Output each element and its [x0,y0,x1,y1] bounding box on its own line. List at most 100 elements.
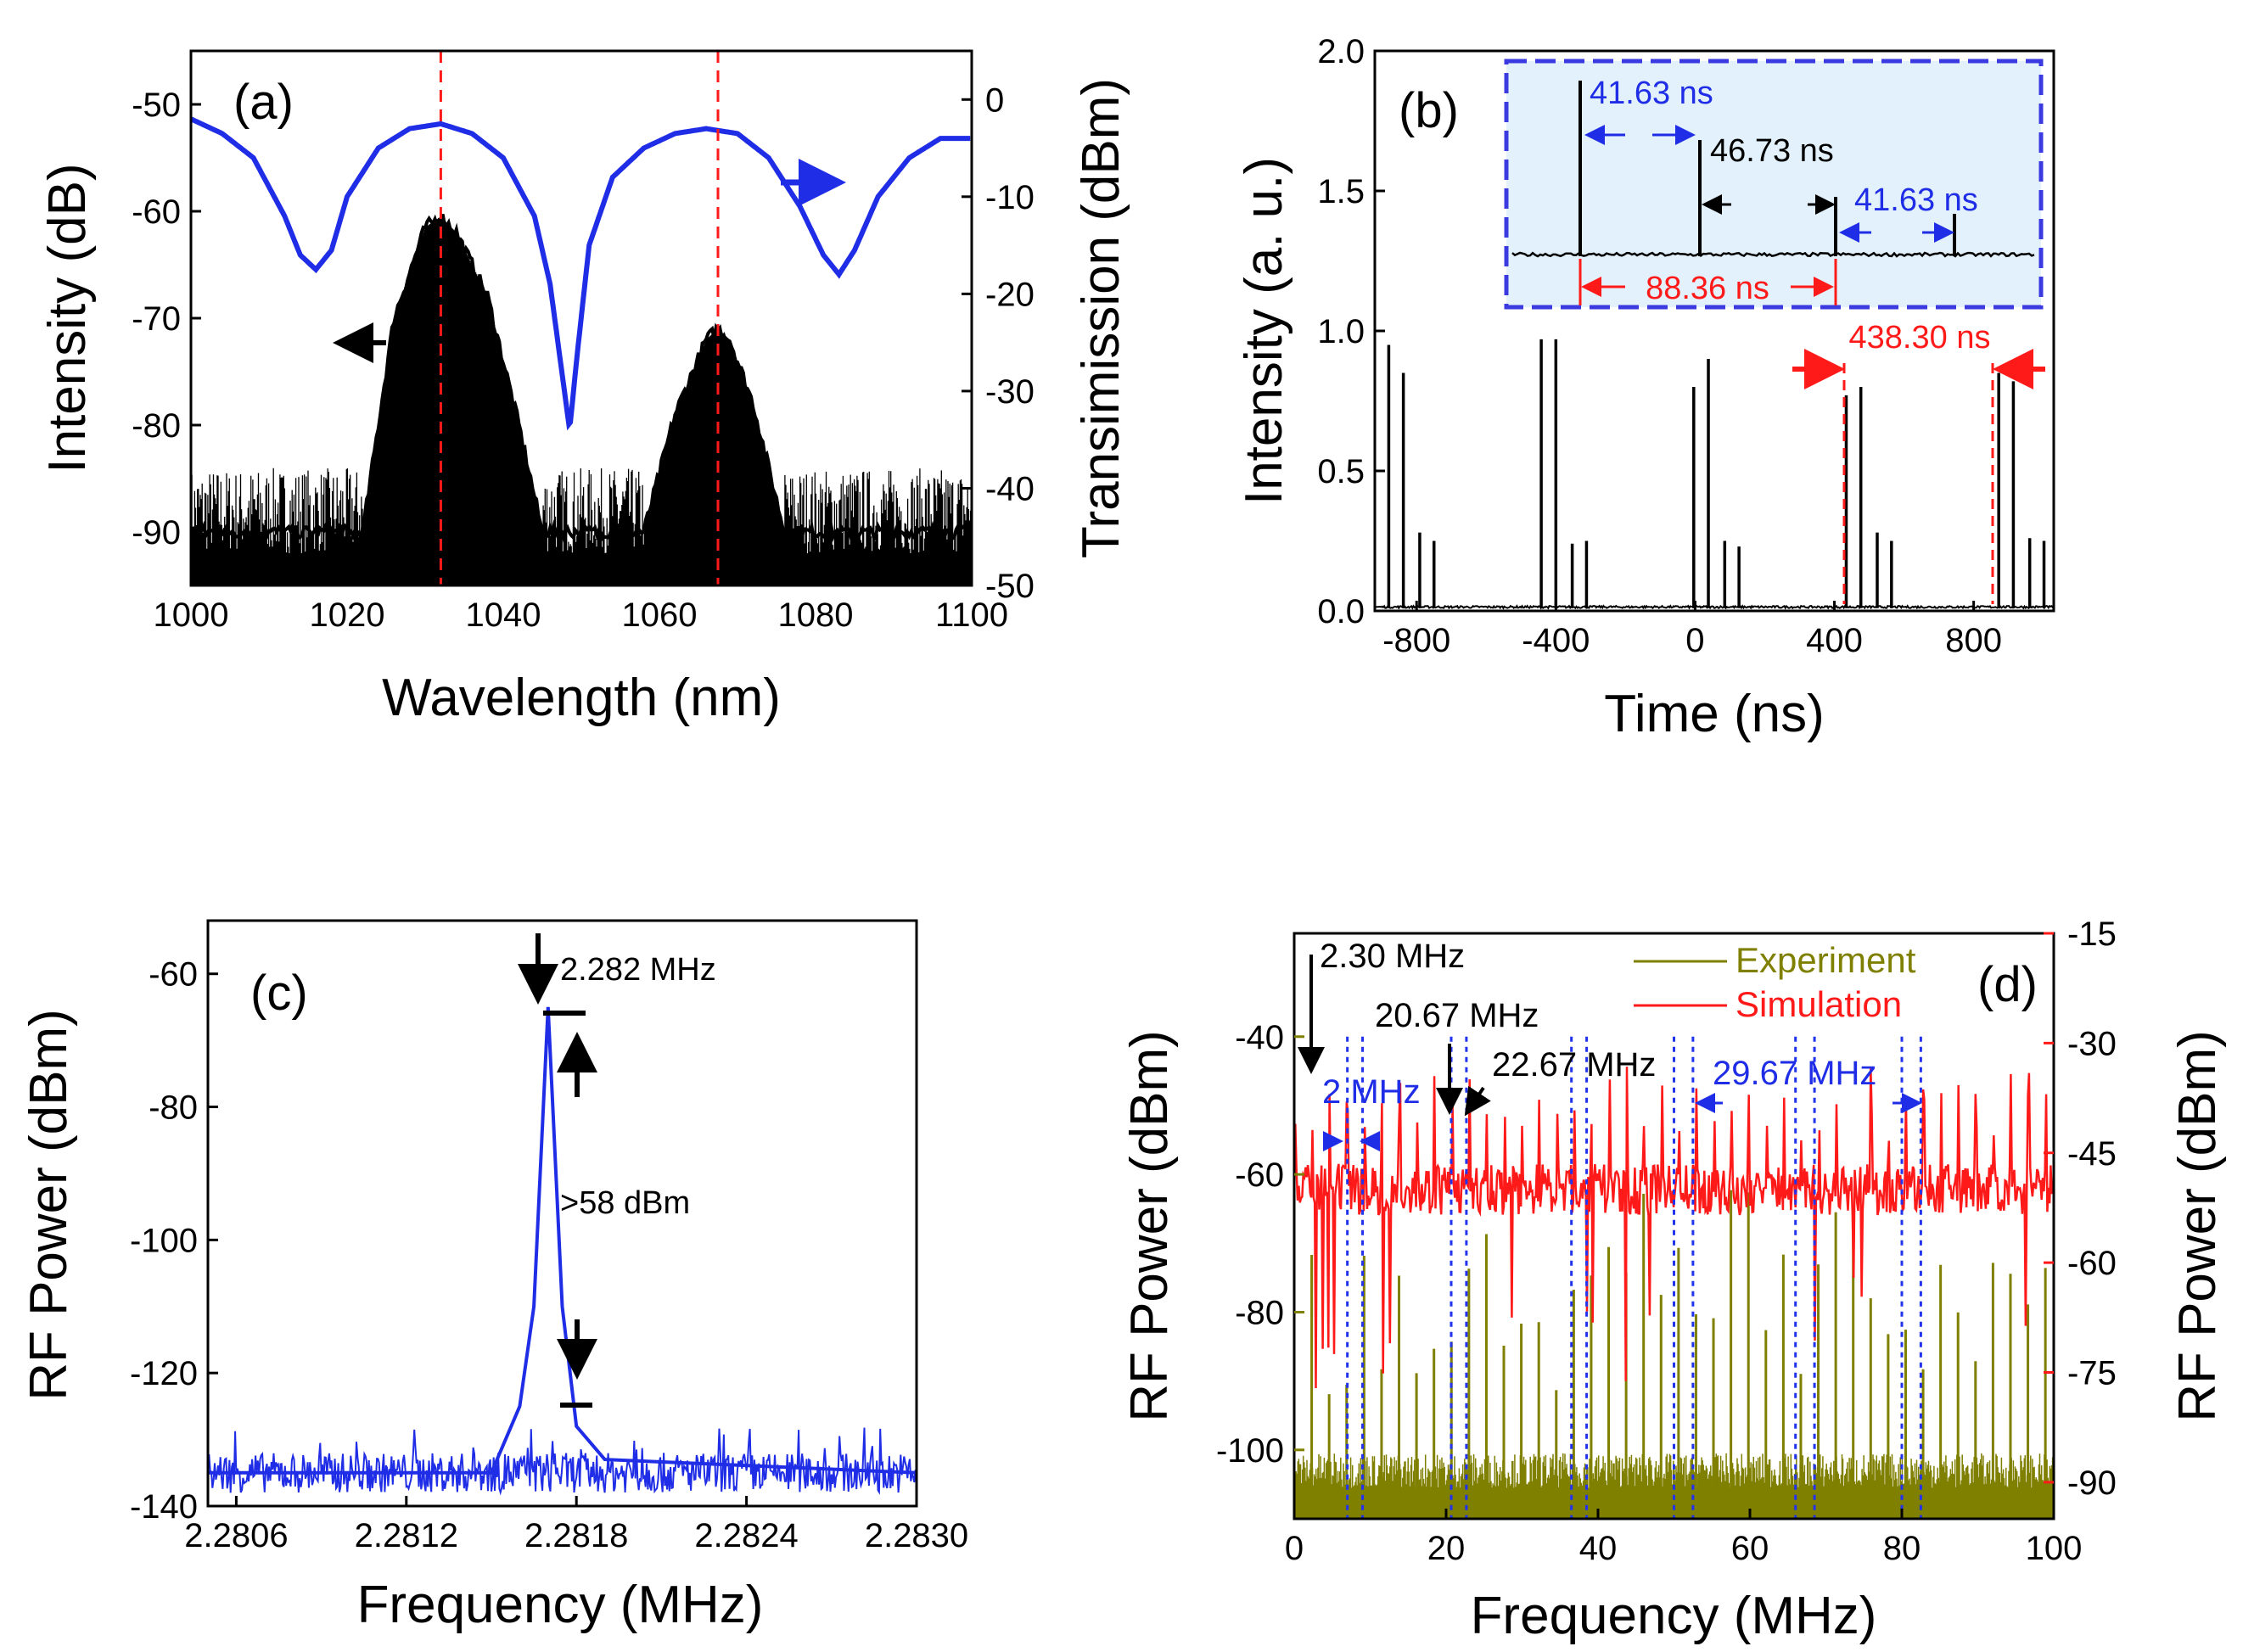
b-panel-tag: (b) [1399,83,1459,138]
b-y-ticks: 0.0 0.5 1.0 1.5 2.0 [1317,33,1385,630]
d-arrow-peak-2 [1464,1085,1491,1117]
a-y2-label-0: 0 [985,81,1004,119]
b-y-label: Intensity (a. u.) [1235,157,1293,505]
panel-b: 41.63 ns 46.73 ns 41.63 ns 88.36 ns 438.… [1235,33,2055,743]
b-x-label-0: -800 [1382,622,1450,659]
d-y2-label: RF Power (dBm) [2168,1030,2227,1422]
d-label-peak-2: 22.67 MHz [1492,1046,1656,1084]
a-transmission-line [191,116,971,431]
d-x-label-3: 60 [1731,1530,1769,1567]
b-x-label-2: 0 [1685,622,1704,659]
a-y-label-2: -70 [132,300,181,338]
d-y-label-2: -80 [1235,1294,1284,1331]
a-x-label-4: 1080 [778,596,854,634]
b-inset-box [1504,59,2044,310]
a-y-label-4: -90 [132,514,181,552]
c-x-label-3: 2.2824 [694,1517,798,1554]
d-label-fundamental: 2.30 MHz [1320,938,1465,975]
c-y-label-2: -100 [130,1222,198,1259]
b-inset-baseline [1511,251,2035,258]
c-plot-frame [206,919,918,1508]
a-noise-bars [191,216,972,585]
c-y-label: RF Power (dBm) [20,1009,78,1401]
a-x-label-3: 1060 [622,596,698,634]
a-x-label: Wavelength (nm) [382,669,781,727]
d-y2-label-2: -45 [2067,1135,2117,1173]
panel-d: 0 20 40 60 80 100 -40-60-80-100 -15-30-45-60-… [1120,916,2227,1645]
a-y-label-1: -60 [132,193,181,231]
d-dotted-markers [1346,1036,1922,1519]
a-x-label-1: 1020 [310,596,385,634]
d-y2-label-0: -15 [2067,916,2117,953]
b-x-label-4: 800 [1945,622,2002,659]
a-y-label: Intensity (dB) [38,163,97,473]
b-y-label-3: 1.5 [1317,173,1365,210]
b-y-label-1: 0.5 [1317,453,1365,490]
a-y-ticks: -50 -60 -70 -80 -90 [132,87,201,552]
a-y-label-3: -80 [132,407,181,445]
b-inset-label-4: 88.36 ns [1646,271,1769,306]
d-x-label-4: 80 [1883,1530,1921,1567]
a-x-label-5: 1100 [935,596,1008,634]
b-y-label-2: 1.0 [1317,313,1365,350]
b-x-label-3: 400 [1806,622,1863,659]
d-legend-simulation: Simulation [1736,984,1902,1024]
d-y2-label-1: -30 [2067,1025,2117,1062]
d-label-period: 29.67 MHz [1713,1055,1876,1092]
c-y-label-0: -60 [149,956,198,994]
d-y-label-3: -100 [1216,1432,1284,1470]
d-y-label: RF Power (dBm) [1120,1030,1179,1422]
a-spectrum-noise [191,216,972,585]
a-y2-ticks: 0 -10 -20 -30 -40 -50 [962,81,1035,605]
c-x-ticks: 2.2806 2.2812 2.2818 2.2824 2.2830 [184,1496,968,1554]
a-y-label-0: -50 [132,87,181,124]
c-y-label-4: -140 [130,1488,198,1526]
c-y-label-1: -80 [149,1089,198,1127]
d-x-label-0: 0 [1285,1530,1304,1567]
d-plot-frame [1293,932,2055,1520]
c-panel-tag: (c) [250,966,308,1021]
a-panel-tag: (a) [233,75,294,130]
c-x-label: Frequency (MHz) [357,1576,764,1634]
c-y-ticks: -60 -80 -100 -120 -140 [130,956,218,1526]
d-y2-label-4: -75 [2067,1355,2117,1392]
a-x-label-0: 1000 [154,596,229,634]
d-label-peak-1: 20.67 MHz [1375,997,1539,1034]
b-x-label-1: -400 [1522,622,1590,659]
a-y2-label-5: -50 [985,568,1035,605]
d-y2-ticks: -15 -30 -45 -60 -75 -90 [2044,916,2117,1502]
b-y-label-0: 0.0 [1317,593,1365,630]
d-x-label-2: 40 [1579,1530,1618,1567]
a-y2-label: Transimission (dBm) [1072,78,1130,558]
b-inset-label-1: 41.63 ns [1590,76,1713,111]
d-y2-label-3: -60 [2067,1245,2117,1282]
d-x-ticks: 0 20 40 60 80 100 [1285,1509,2083,1567]
b-inset: 41.63 ns 46.73 ns 41.63 ns 88.36 ns [1504,59,2044,310]
a-spectrum-line [191,214,972,545]
d-experiment-trace [1294,1190,2054,1519]
a-x-label-2: 1040 [466,596,541,634]
c-noise-floor [208,1427,917,1496]
b-x-ticks: -800 -400 0 400 800 [1382,601,2002,659]
a-y2-label-1: -10 [985,179,1035,216]
d-y2-label-5: -90 [2067,1464,2117,1502]
c-y-label-3: -120 [130,1355,198,1392]
c-x-label-0: 2.2806 [184,1517,288,1554]
d-panel-tag: (d) [1977,957,2038,1012]
d-simulation-trace [1294,1067,2054,1389]
b-y-label-4: 2.0 [1317,33,1365,70]
c-peak-line [208,1006,917,1475]
d-y-label-1: -60 [1235,1156,1284,1194]
c-x-label-4: 2.2830 [865,1517,968,1554]
d-x-label-5: 100 [2026,1530,2083,1567]
b-inset-trace [1511,81,2035,258]
a-x-ticks: 1000 1020 1040 1060 1080 1100 [154,575,1008,634]
d-x-label: Frequency (MHz) [1471,1587,1877,1645]
b-pulse-train [1375,339,2054,610]
panel-c: 2.2806 2.2812 2.2818 2.2824 2.2830 -60 -80 -10… [20,919,968,1634]
b-inset-label-2: 46.73 ns [1710,133,1834,169]
panel-a: 1000 1020 1040 1060 1080 1100 -50 -60 -70 -80 -90… [38,49,1130,727]
d-legend-experiment: Experiment [1736,940,1916,980]
d-x-label-1: 20 [1427,1530,1466,1567]
